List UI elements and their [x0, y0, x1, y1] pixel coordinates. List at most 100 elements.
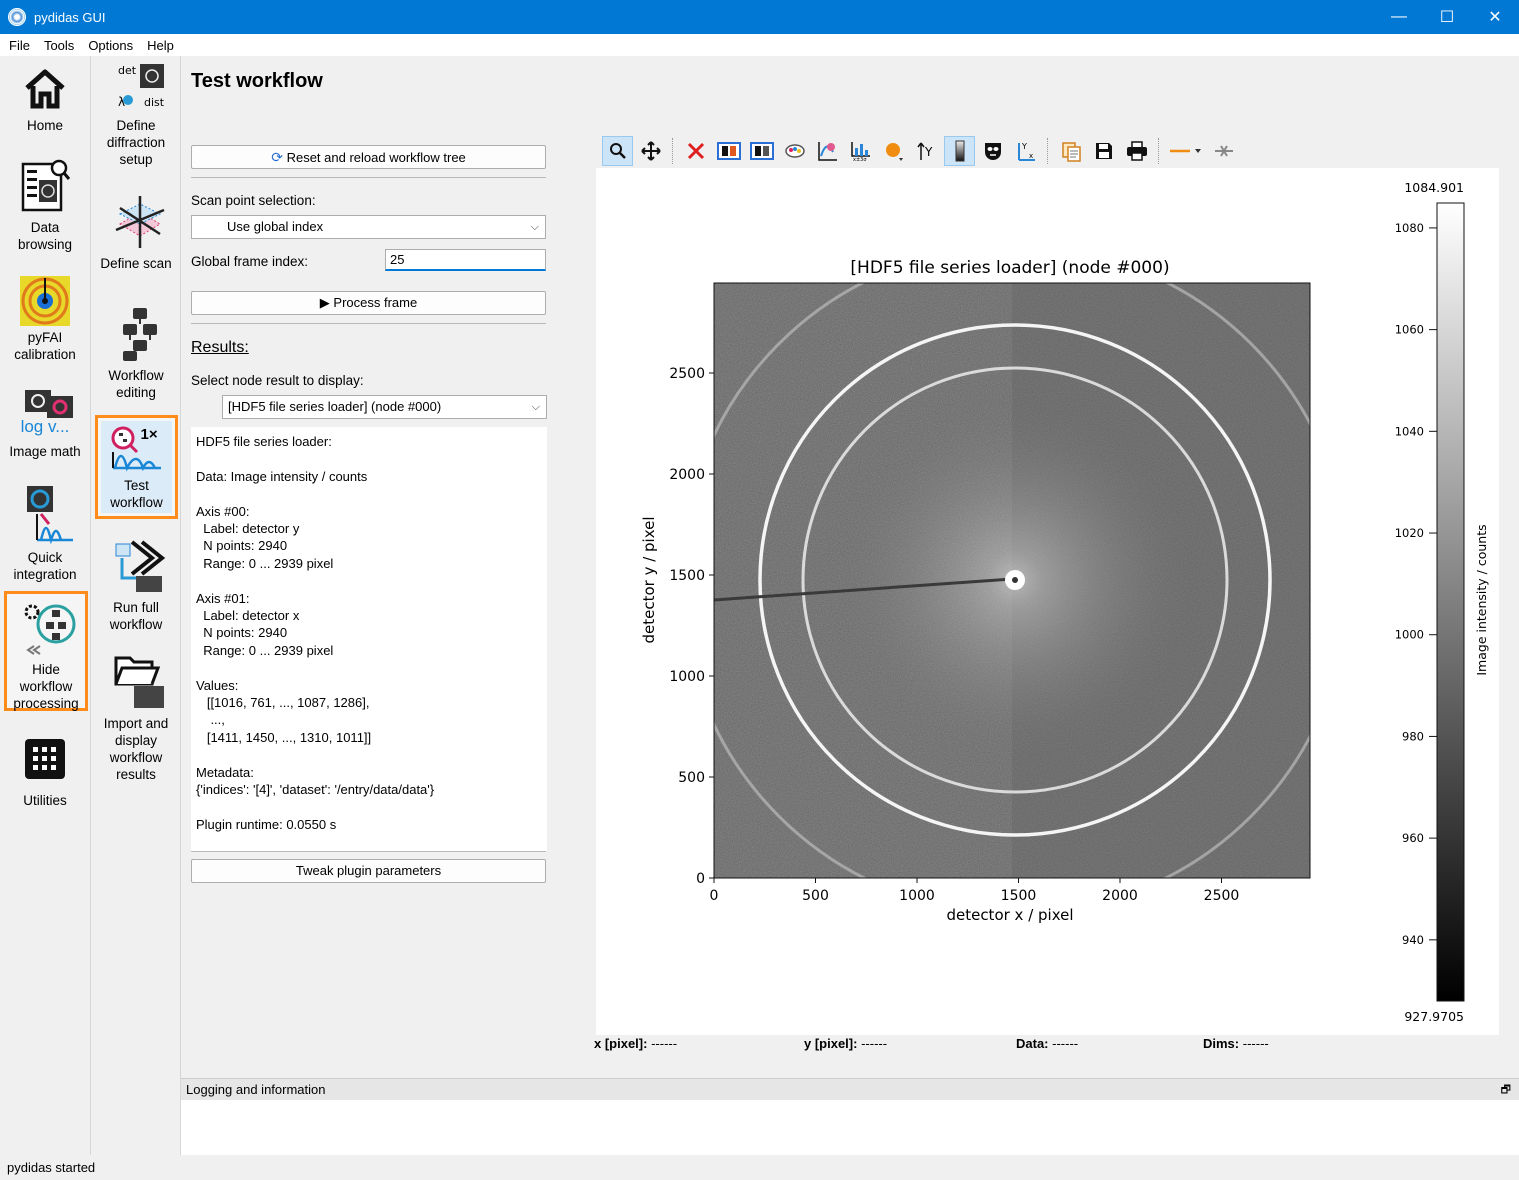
reset-reload-button[interactable]: ⟳ Reset and reload workflow tree [191, 145, 546, 169]
run-workflow-icon [112, 538, 166, 596]
quick-integration-icon [21, 484, 73, 546]
data-browsing-icon [21, 158, 71, 216]
nav-pyfai-calibration[interactable]: pyFAI calibration [2, 276, 88, 363]
detector-image [714, 283, 1310, 878]
colorbar-tick-label: 1040 [1395, 424, 1424, 438]
axis-ticks: 0 500 1000 1500 2000 2500 0 500 1000 1500 2000 2500… [669, 221, 1437, 947]
scan-point-select[interactable]: Use global index ⌵ [191, 215, 546, 239]
results-line: Range: 0 ... 2939 pixel [196, 642, 334, 658]
nav-define-diffraction-setup[interactable]: det λ dist Define diffraction setup [93, 62, 179, 168]
pan-icon[interactable] [635, 136, 666, 166]
results-line [196, 659, 542, 676]
select-node-combo[interactable]: [HDF5 file series loader] (node #000) ⌵ [222, 395, 547, 419]
home-icon [21, 66, 69, 114]
results-line: Data: Image intensity / counts [196, 468, 368, 484]
close-button[interactable]: ✕ [1488, 9, 1502, 26]
pyfai-calibration-icon [20, 276, 70, 326]
colorbar-min: 927.9705 [1404, 1009, 1464, 1024]
colorbar-icon[interactable] [944, 136, 975, 166]
diffraction-icon-dist: dist [144, 96, 165, 109]
frame-index-label: Global frame index: [191, 254, 309, 269]
minimize-button[interactable]: — [1391, 8, 1407, 25]
line-style-icon[interactable] [1166, 136, 1206, 166]
nav-import-display-results[interactable]: Import and display workflow results [93, 650, 179, 783]
diffraction-image-plot[interactable]: [HDF5 file series loader] (node #000) de… [596, 168, 1499, 1035]
title-bar: pydidas GUI — ☐ ✕ [0, 0, 1519, 34]
colorbar-tick-label: 1020 [1395, 526, 1424, 540]
svg-text:Y: Y [924, 145, 933, 159]
colorbar-tick-label: 1080 [1395, 221, 1424, 235]
reset-reload-label: Reset and reload workflow tree [286, 150, 466, 165]
save-icon[interactable] [1088, 136, 1119, 166]
mask-icon[interactable] [779, 136, 810, 166]
logging-text-area[interactable] [181, 1100, 1519, 1155]
y-axis-icon[interactable]: Y [911, 136, 942, 166]
nav-utilities[interactable]: Utilities [2, 739, 88, 809]
results-line [196, 450, 542, 467]
colormap-icon[interactable] [713, 136, 744, 166]
maximize-button[interactable]: ☐ [1439, 9, 1455, 26]
mask-tool-icon[interactable] [977, 136, 1008, 166]
print-icon[interactable] [1121, 136, 1152, 166]
nav-quick-integration[interactable]: Quick integration [2, 484, 88, 583]
statistics-icon[interactable]: x±3σ [845, 136, 876, 166]
menu-help[interactable]: Help [147, 37, 174, 53]
dims-label: Dims: [1203, 1036, 1240, 1051]
window-title: pydidas GUI [34, 9, 106, 25]
results-line: Metadata: [196, 764, 254, 780]
float-dock-icon[interactable]: 🗗 [1500, 1084, 1511, 1096]
nav-home[interactable]: Home [2, 66, 88, 134]
profile-icon[interactable] [812, 136, 843, 166]
menu-options[interactable]: Options [88, 37, 134, 53]
x-tick-label: 0 [710, 888, 719, 904]
play-icon: ▶ [319, 295, 330, 310]
coordinate-readout: x [pixel]: ------ y [pixel]: ------ Data… [594, 1036, 1499, 1054]
marker-icon[interactable] [878, 136, 909, 166]
x-tick-label: 2500 [1204, 888, 1240, 904]
y-coord-label: y [pixel]: [804, 1036, 858, 1051]
y-tick-label: 0 [696, 871, 705, 887]
data-value: Data: ------ [1016, 1036, 1078, 1051]
plot-canvas[interactable]: [HDF5 file series loader] (node #000) de… [596, 168, 1499, 1035]
x-coord-label: x [pixel]: [594, 1036, 648, 1051]
crosshair-icon[interactable] [1208, 136, 1239, 166]
results-line: [1411, 1450, ..., 1310, 1011]] [196, 729, 372, 745]
svg-text:x: x [1029, 152, 1033, 160]
zoom-icon[interactable] [602, 136, 633, 166]
nav-image-math-label: Image math [9, 444, 81, 459]
toolbar-separator [672, 138, 678, 164]
nav-image-math[interactable]: log v... Image math [2, 388, 88, 460]
reset-zoom-icon[interactable] [680, 136, 711, 166]
nav-define-scan[interactable]: Define scan [93, 194, 179, 272]
copy-icon[interactable] [1055, 136, 1086, 166]
nav-data-browsing-label: Data browsing [17, 220, 73, 252]
results-line: N points: 2940 [196, 625, 288, 641]
frame-index-input[interactable]: 25 [385, 249, 546, 271]
refresh-icon: ⟳ [271, 149, 283, 165]
tweak-plugin-button[interactable]: Tweak plugin parameters [191, 859, 546, 883]
colorbar-tick-label: 980 [1402, 729, 1424, 743]
nav-define-scan-label: Define scan [100, 256, 172, 271]
nav-run-full-workflow[interactable]: Run full workflow [93, 538, 179, 633]
nav-workflow-editing[interactable]: Workflow editing [93, 306, 179, 401]
menu-tools[interactable]: Tools [43, 37, 75, 53]
divider [191, 323, 546, 324]
results-line: {'indices': '[4]', 'dataset': '/entry/da… [196, 782, 435, 798]
utilities-icon [21, 739, 69, 789]
chevron-down-icon: ⌵ [531, 401, 540, 413]
y-coord: y [pixel]: ------ [804, 1036, 887, 1051]
menu-file[interactable]: File [9, 37, 30, 53]
scan-point-value: Use global index [227, 219, 324, 234]
results-line [196, 798, 542, 815]
process-frame-button[interactable]: ▶ Process frame [191, 291, 546, 315]
results-line: Label: detector x [196, 608, 300, 624]
nav-data-browsing[interactable]: Data browsing [2, 158, 88, 253]
test-workflow-icon-text: 1× [140, 426, 158, 443]
results-line: Range: 0 ... 2939 pixel [196, 555, 334, 571]
nav-test-workflow[interactable]: 1× Test workflow [95, 415, 178, 519]
y-tick-label: 1500 [669, 568, 705, 584]
colormap-range-icon[interactable] [746, 136, 777, 166]
x-coord-value: ------ [651, 1036, 678, 1051]
nav-hide-workflow-processing[interactable]: Hide workflow processing [4, 591, 88, 711]
